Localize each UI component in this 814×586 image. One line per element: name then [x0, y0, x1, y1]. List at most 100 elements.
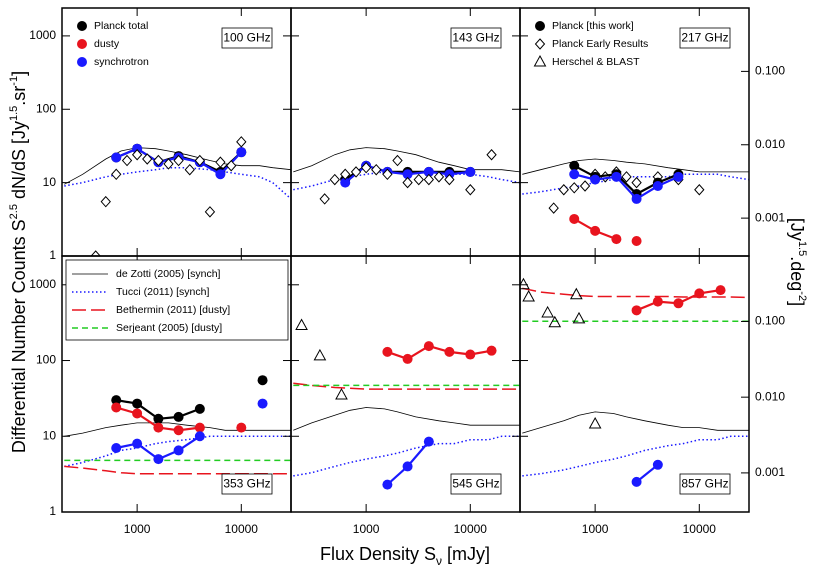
point: [194, 422, 205, 433]
point: [465, 349, 476, 360]
point: [558, 183, 569, 196]
point: [402, 353, 413, 364]
point: [402, 461, 413, 472]
point: [579, 180, 591, 192]
point: [548, 315, 562, 328]
point: [153, 422, 164, 433]
legend-frame: [65, 259, 289, 341]
point: [486, 345, 497, 356]
point: [569, 287, 583, 300]
point: [423, 173, 435, 186]
label-part: -2: [796, 291, 808, 301]
panel-label: 353 GHz: [223, 477, 270, 491]
label-box: [679, 27, 731, 49]
y-axis-label: Differential Number Counts S2.5 dN/dS [J…: [8, 71, 29, 453]
point: [631, 193, 642, 204]
y-tick-label: 100: [36, 101, 56, 115]
point: [132, 438, 143, 449]
point: [522, 289, 535, 302]
point: [433, 171, 445, 183]
legend-marker: [77, 21, 87, 31]
point: [340, 177, 351, 188]
panel: 1 10 100 1000 100 GHz Planck total dusty synchr…: [29, 7, 292, 262]
point: [100, 195, 111, 208]
point: [111, 402, 122, 413]
plot-area: [293, 318, 520, 490]
y-tick-label: 10: [43, 175, 57, 189]
point: [295, 318, 308, 331]
model-line: [64, 166, 291, 200]
point: [486, 148, 497, 161]
point: [402, 176, 413, 189]
x-tick-label: 1000: [353, 522, 380, 536]
panel-label: 143 GHz: [452, 31, 499, 45]
point: [694, 183, 705, 196]
label-box: [450, 473, 502, 495]
x-axis-label: Flux Density Sν [mJy]: [320, 544, 490, 568]
label-box: [679, 473, 731, 495]
plot-area: [64, 375, 291, 475]
legend-label: Bethermin (2011) [dusty]: [116, 304, 230, 316]
x-tick-label: 1000: [124, 522, 151, 536]
label-part: ]: [9, 71, 29, 76]
label-part: .deg: [787, 256, 807, 291]
point: [90, 250, 101, 256]
point: [588, 417, 602, 429]
label-part: 1.5: [8, 106, 20, 121]
model-line: [522, 435, 749, 477]
model-line: [522, 158, 749, 175]
point: [569, 213, 580, 224]
plot-area: [522, 158, 749, 247]
point: [226, 159, 237, 172]
point: [652, 180, 663, 191]
point: [402, 169, 413, 180]
point: [631, 176, 642, 189]
legend-label: dusty: [94, 38, 120, 50]
panel-label: 100 GHz: [223, 31, 270, 45]
panel-label: 545 GHz: [452, 477, 499, 491]
point: [631, 236, 642, 247]
model-line: [293, 147, 520, 173]
point: [194, 403, 205, 414]
point: [236, 136, 247, 148]
point: [465, 183, 476, 196]
point: [236, 422, 247, 433]
x-tick-label: 10000: [683, 522, 717, 536]
point: [319, 193, 330, 205]
point: [173, 411, 184, 422]
plot-area: [64, 136, 291, 256]
plot-area: [293, 147, 520, 205]
point: [444, 346, 455, 357]
point: [121, 154, 133, 167]
point: [257, 398, 268, 409]
label-part: [mJy]: [442, 544, 490, 564]
legend-label: synchrotron: [94, 56, 149, 68]
point: [173, 445, 184, 456]
point: [382, 479, 393, 490]
legend-label: Tucci (2011) [synch]: [116, 286, 209, 298]
point: [153, 454, 164, 465]
y2-tick-label: 0.010: [755, 137, 785, 151]
point: [444, 173, 455, 186]
label-part: dN/dS [Jy: [9, 121, 29, 204]
point: [194, 154, 206, 167]
point: [611, 234, 622, 245]
point: [423, 341, 434, 352]
y2-axis-label: [Jy1.5.deg-2]: [787, 218, 808, 306]
point: [631, 305, 642, 316]
label-box: [221, 27, 273, 49]
panel: 1000 10000 1 10 100 1000 353 GHz de Zotti (2005…: [29, 255, 292, 536]
point: [673, 171, 684, 182]
panel: 1000 10000 545 GHz: [290, 255, 521, 536]
legend-marker: [77, 57, 87, 67]
legend-marker: [535, 21, 545, 31]
y2-tick-label: 0.100: [755, 64, 785, 78]
point: [329, 173, 340, 186]
point: [194, 431, 205, 442]
point: [572, 311, 586, 324]
point: [694, 288, 705, 299]
point: [465, 166, 476, 177]
point: [548, 202, 559, 214]
point: [153, 413, 164, 424]
y-tick-label: 1000: [29, 277, 56, 291]
